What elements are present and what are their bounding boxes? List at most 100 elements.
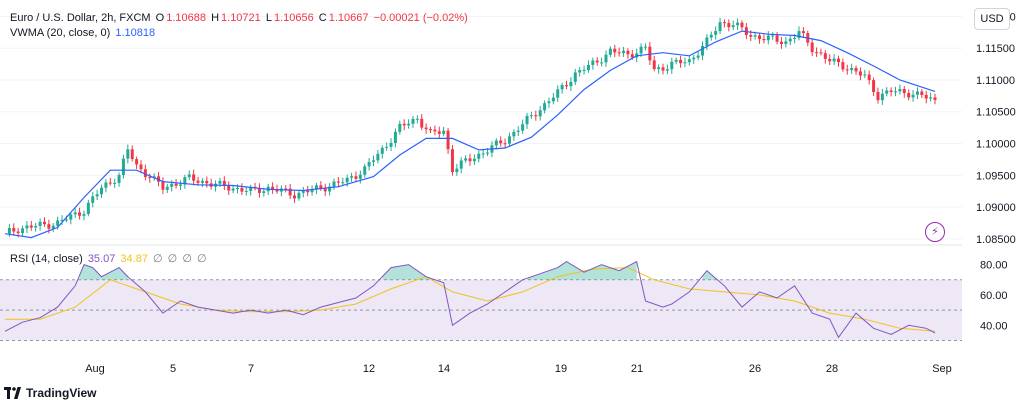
close-label: C [318,12,327,24]
candle-body [314,185,318,190]
price-grid [0,15,962,240]
candle-body [183,177,187,185]
candle-body [437,131,441,134]
rsi-tick-label: 40.00 [980,320,1008,332]
candle-body [187,174,191,178]
tradingview-logo[interactable]: TradingView [4,386,96,400]
rsi-axis: 80.00 60.00 40.00 [980,260,1008,333]
candle-body [42,221,46,225]
candle-body [630,54,634,58]
candle-body [749,34,753,37]
candle-body [850,68,854,71]
candle-body [12,228,16,232]
rsi-line [4,260,936,339]
candle-body [639,46,643,54]
candle-body [731,25,735,28]
candle-body [494,140,498,146]
candle-body [516,130,520,132]
candle-body [643,46,647,48]
tradingview-logo-icon [4,387,21,399]
candle-body [687,59,691,63]
time-tick-label: 21 [631,363,643,375]
candle-body [236,187,239,189]
price-axis: 1.120001.115001.110001.105001.100001.095… [976,11,1016,245]
candle-body [332,181,336,187]
candle-body [170,183,174,187]
candle-body [25,225,29,229]
candle-body [762,38,766,41]
candle-body [178,184,182,186]
vwma-line [4,30,936,239]
candle-body [323,188,327,192]
candle-body [872,80,876,92]
candle-body [450,149,454,173]
candlestick-series [7,17,937,238]
candle-body [836,58,840,63]
candle-body [766,35,770,41]
candle-body [376,153,380,161]
candle-body [73,212,77,215]
candle-body [819,52,823,54]
candle-body [709,34,713,38]
candle-body [793,37,797,39]
candle-body [529,115,533,117]
candle-body [477,153,481,159]
time-axis: Aug 5 7 12 14 19 21 26 28 Sep [85,363,952,375]
candle-body [64,219,68,221]
price-tick-label: 1.11000 [976,75,1015,87]
candle-body [894,91,898,93]
candle-body [933,97,937,101]
candle-body [525,115,529,125]
candle-body [898,89,902,92]
candle-body [521,124,525,131]
candle-body [433,129,437,132]
candle-body [626,50,630,55]
candle-body [393,131,397,143]
candle-body [788,38,792,42]
price-tick-label: 1.11500 [976,43,1015,55]
time-tick-label: Sep [932,363,952,375]
rsi-legend: RSI (14, close) 35.07 34.87 ∅ ∅ ∅ ∅ [10,252,209,265]
time-tick-label: 19 [555,363,567,375]
candle-body [784,41,788,45]
candle-body [389,142,393,147]
candle-body [126,149,130,159]
lightning-icon[interactable]: ⚡ [925,222,945,242]
symbol-title[interactable]: Euro / U.S. Dollar, 2h, FXCM [10,12,151,24]
candle-body [354,176,358,179]
candle-body [218,180,222,184]
candle-body [7,228,11,234]
price-tick-label: 1.09000 [976,202,1016,214]
candle-body [91,196,95,203]
rsi-na-3: ∅ [182,253,192,265]
candle-body [86,202,90,214]
candle-body [345,177,349,183]
candle-body [69,214,73,220]
rsi-overbought-fill [527,261,637,280]
candle-body [692,57,696,60]
candle-body [82,213,86,216]
high-label: H [211,12,220,24]
candle-body [815,52,819,54]
high-value: 1.10721 [221,12,261,24]
candle-body [486,152,490,154]
candle-body [591,60,595,65]
candle-body [442,130,446,134]
candle-body [920,91,924,95]
candle-body [56,220,60,226]
vwma-legend: VWMA (20, close, 0) 1.10818 [10,27,157,39]
candle-body [665,69,669,71]
rsi-label[interactable]: RSI (14, close) [10,253,83,265]
candle-body [429,129,433,131]
candle-body [622,50,626,54]
candle-body [858,71,862,76]
candle-body [407,123,411,126]
vwma-label[interactable]: VWMA (20, close, 0) [10,27,111,39]
low-value: 1.10656 [273,12,314,24]
candle-body [543,103,547,111]
currency-button[interactable]: USD [974,8,1010,30]
candle-body [885,90,889,94]
candle-body [481,153,485,155]
candle-body [696,55,700,58]
